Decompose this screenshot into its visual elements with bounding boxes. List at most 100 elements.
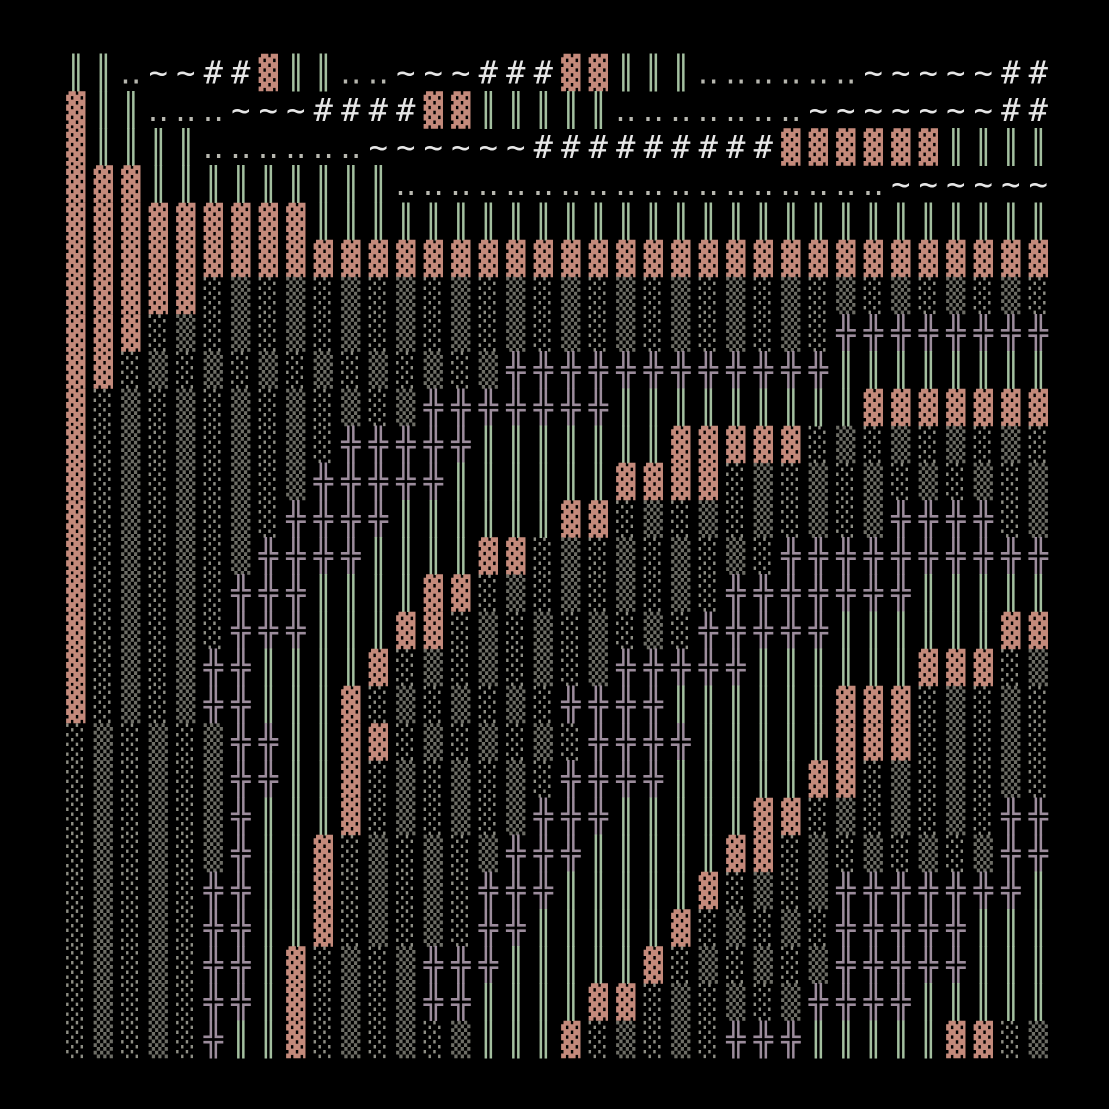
glyph: ▓: [644, 946, 664, 984]
glyph: ║: [561, 908, 580, 947]
glyph: ║: [726, 685, 745, 724]
glyph: ░: [561, 723, 580, 761]
glyph: ‥: [753, 54, 774, 92]
glyph: ▒: [534, 649, 554, 687]
glyph: ▒: [231, 463, 251, 501]
glyph: ░: [589, 277, 608, 315]
glyph: ░: [699, 909, 718, 947]
glyph: ░: [94, 686, 113, 724]
glyph: ▒: [286, 463, 306, 501]
glyph: ╬: [230, 610, 251, 649]
glyph: ▓: [121, 165, 141, 203]
glyph: ‥: [725, 165, 746, 203]
glyph: ░: [506, 611, 525, 649]
glyph: ▓: [121, 240, 141, 278]
glyph: ▒: [809, 834, 829, 872]
glyph: ╬: [780, 1019, 801, 1058]
glyph: ░: [589, 314, 608, 352]
glyph: ░: [231, 351, 250, 389]
glyph: ░: [121, 723, 140, 761]
glyph: ▒: [809, 946, 829, 984]
glyph: ░: [259, 388, 278, 426]
glyph: ▓: [1029, 611, 1049, 649]
glyph: ░: [534, 686, 553, 724]
glyph: ░: [66, 983, 85, 1021]
glyph: ░: [66, 1020, 85, 1058]
glyph: ▒: [176, 463, 196, 501]
glyph: ░: [864, 760, 883, 798]
glyph: ╬: [1028, 796, 1049, 835]
glyph: ░: [66, 872, 85, 910]
glyph: ║: [589, 871, 608, 910]
glyph: ▒: [231, 314, 251, 352]
glyph: ║: [369, 164, 388, 203]
glyph: ║: [671, 759, 690, 798]
glyph: ~: [231, 91, 250, 129]
glyph: ▓: [644, 240, 664, 278]
glyph: ║: [781, 759, 800, 798]
glyph: ░: [919, 723, 938, 761]
glyph: ▒: [919, 834, 939, 872]
glyph: ╬: [973, 871, 994, 910]
glyph: ▒: [726, 983, 746, 1021]
glyph: ▒: [121, 574, 141, 612]
glyph: ▒: [946, 277, 966, 315]
glyph: ║: [286, 759, 305, 798]
glyph: ╬: [258, 610, 279, 649]
glyph: ░: [396, 834, 415, 872]
glyph: ░: [204, 314, 223, 352]
glyph: ~: [396, 128, 415, 166]
glyph: ╬: [560, 759, 581, 798]
glyph: ░: [534, 277, 553, 315]
glyph: ▒: [424, 872, 444, 910]
glyph: ║: [479, 462, 498, 501]
glyph: ║: [561, 462, 580, 501]
glyph: ~: [919, 54, 938, 92]
glyph: ~: [974, 54, 993, 92]
glyph: ║: [286, 908, 305, 947]
glyph: ▒: [369, 834, 389, 872]
glyph: ▒: [781, 983, 801, 1021]
glyph: ‥: [340, 54, 361, 92]
glyph: ╬: [808, 536, 829, 575]
glyph: ║: [589, 462, 608, 501]
glyph: ║: [1001, 945, 1020, 984]
glyph: ║: [286, 164, 305, 203]
glyph: ║: [616, 871, 635, 910]
glyph: ░: [754, 314, 773, 352]
glyph: ~: [1001, 165, 1020, 203]
glyph: ╬: [643, 759, 664, 798]
glyph: ╬: [560, 796, 581, 835]
glyph: ░: [204, 463, 223, 501]
glyph: ▓: [1001, 240, 1021, 278]
glyph: ░: [864, 277, 883, 315]
glyph: ░: [781, 500, 800, 538]
glyph: ╬: [863, 908, 884, 947]
glyph: ▒: [94, 834, 114, 872]
glyph: ░: [781, 834, 800, 872]
glyph: ~: [946, 54, 965, 92]
glyph: ║: [176, 127, 195, 166]
glyph: ╬: [230, 796, 251, 835]
glyph: ▒: [506, 314, 526, 352]
glyph: ║: [231, 164, 250, 203]
glyph: ▓: [699, 872, 719, 910]
glyph: ╬: [203, 908, 224, 947]
glyph: ▒: [616, 537, 636, 575]
glyph: ▒: [781, 277, 801, 315]
glyph: ║: [451, 499, 470, 538]
glyph: ╬: [285, 573, 306, 612]
glyph: ░: [369, 314, 388, 352]
glyph: ▓: [561, 54, 581, 92]
glyph: ~: [864, 54, 883, 92]
glyph: ║: [561, 424, 580, 463]
glyph: ║: [726, 722, 745, 761]
glyph: ‥: [175, 91, 196, 129]
glyph: ▓: [314, 240, 334, 278]
glyph: ╬: [615, 648, 636, 687]
glyph: ╬: [368, 462, 389, 501]
glyph: ╬: [725, 1019, 746, 1058]
glyph: ~: [396, 54, 415, 92]
glyph: ║: [341, 573, 360, 612]
